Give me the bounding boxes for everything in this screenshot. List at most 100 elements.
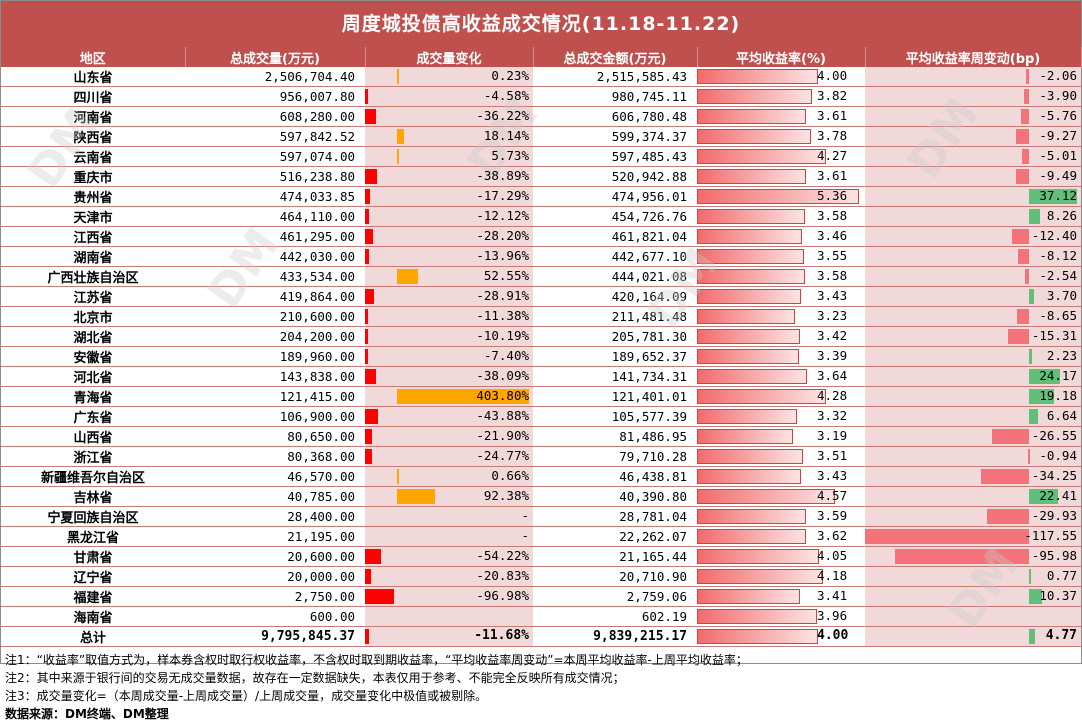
bp-bar [991, 429, 1029, 444]
bp-value: 10.37 [1039, 588, 1077, 603]
change-bar [397, 469, 399, 484]
region-cell: 湖北省 [1, 326, 185, 347]
bp-cell: 22.41 [865, 486, 1081, 507]
change-value: -38.09% [476, 368, 529, 383]
change-cell: - [365, 506, 533, 527]
yield-value: 3.41 [817, 588, 848, 603]
volume-cell: 956,007.80 [185, 86, 365, 107]
change-bar [365, 569, 372, 584]
volume-cell: 461,295.00 [185, 226, 365, 247]
yield-cell: 3.58 [697, 266, 865, 287]
amount-cell: 442,677.10 [533, 246, 697, 267]
volume-cell: 121,415.00 [185, 386, 365, 407]
volume-cell: 20,000.00 [185, 566, 365, 587]
change-bar [365, 109, 376, 124]
volume-cell: 80,368.00 [185, 446, 365, 467]
bp-cell: 4.77 [865, 626, 1081, 647]
change-bar [397, 489, 435, 504]
yield-bar [697, 489, 836, 504]
col-header-bp: 平均收益率周变动(bp) [865, 47, 1082, 67]
change-bar [365, 329, 369, 344]
region-cell: 山西省 [1, 426, 185, 447]
change-value: 403.80% [476, 388, 529, 403]
change-cell: -38.89% [365, 166, 533, 187]
change-cell: -11.68% [365, 626, 533, 647]
change-cell: 403.80% [365, 386, 533, 407]
yield-cell: 3.19 [697, 426, 865, 447]
table-row: 福建省 2,750.00 -96.98% 2,759.06 3.41 10.37 [1, 586, 1081, 607]
yield-bar [697, 129, 812, 144]
report-title: 周度城投债高收益成交情况(11.18-11.22) [1, 1, 1081, 47]
volume-cell: 419,864.00 [185, 286, 365, 307]
bp-cell: -15.31 [865, 326, 1081, 347]
bp-bar [1029, 489, 1058, 504]
bp-cell: 0.77 [865, 566, 1081, 587]
amount-cell: 21,165.44 [533, 546, 697, 567]
volume-cell: 28,400.00 [185, 506, 365, 527]
yield-value: 4.57 [817, 488, 848, 503]
total-row: 总计 9,795,845.37 -11.68% 9,839,215.17 4.00 4.7… [1, 626, 1081, 647]
amount-cell: 211,481.48 [533, 306, 697, 327]
yield-cell: 4.18 [697, 566, 865, 587]
change-value: 5.73% [491, 148, 529, 163]
bp-bar [981, 469, 1029, 484]
table-row: 湖南省 442,030.00 -13.96% 442,677.10 3.55 -8.12 [1, 246, 1081, 267]
bp-bar [1015, 169, 1029, 184]
yield-bar [697, 449, 804, 464]
yield-cell: 3.39 [697, 346, 865, 367]
table-row: 海南省 600.00 602.19 3.96 [1, 606, 1081, 627]
change-cell: -7.40% [365, 346, 533, 367]
change-cell: -4.58% [365, 86, 533, 107]
bp-cell: 2.23 [865, 346, 1081, 367]
yield-bar [697, 289, 801, 304]
region-cell: 总计 [1, 626, 185, 647]
change-cell: -28.91% [365, 286, 533, 307]
region-cell: 青海省 [1, 386, 185, 407]
amount-cell: 28,781.04 [533, 506, 697, 527]
yield-value: 3.78 [817, 128, 848, 143]
table-row: 辽宁省 20,000.00 -20.83% 20,710.90 4.18 0.77 [1, 566, 1081, 587]
bp-value: 6.64 [1046, 408, 1077, 423]
bp-value: -12.40 [1031, 228, 1077, 243]
yield-cell: 3.59 [697, 506, 865, 527]
region-cell: 重庆市 [1, 166, 185, 187]
data-source: 数据来源：DM终端、DM整理 [5, 707, 169, 721]
bp-bar [1011, 229, 1029, 244]
bp-cell: 3.70 [865, 286, 1081, 307]
yield-bar [697, 169, 807, 184]
change-cell: -24.77% [365, 446, 533, 467]
region-cell: 广西壮族自治区 [1, 266, 185, 287]
amount-cell: 81,486.95 [533, 426, 697, 447]
volume-cell: 20,600.00 [185, 546, 365, 567]
change-cell: 0.23% [365, 67, 533, 87]
yield-bar [697, 109, 807, 124]
yield-bar [697, 309, 795, 324]
bp-bar [1029, 589, 1043, 604]
change-bar [397, 149, 400, 164]
yield-cell: 3.55 [697, 246, 865, 267]
region-cell: 安徽省 [1, 346, 185, 367]
bp-bar [987, 509, 1029, 524]
bp-value: 4.77 [1045, 628, 1077, 643]
change-bar [365, 549, 382, 564]
change-bar [397, 389, 529, 404]
col-header-change: 成交量变化 [365, 47, 534, 67]
yield-bar [697, 589, 801, 604]
amount-cell: 40,390.80 [533, 486, 697, 507]
volume-cell: 597,074.00 [185, 146, 365, 167]
yield-bar [697, 69, 818, 84]
amount-cell: 520,942.88 [533, 166, 697, 187]
yield-bar [697, 469, 801, 484]
bp-value: -29.93 [1031, 508, 1077, 523]
volume-cell: 40,785.00 [185, 486, 365, 507]
bp-cell: -9.27 [865, 126, 1081, 147]
amount-cell: 22,262.07 [533, 526, 697, 547]
bp-bar [1029, 349, 1032, 364]
yield-cell: 4.00 [697, 67, 865, 87]
bp-value: -95.98 [1031, 548, 1077, 563]
yield-value: 3.58 [817, 208, 848, 223]
change-bar [365, 169, 377, 184]
change-cell: -21.90% [365, 426, 533, 447]
change-cell: 52.55% [365, 266, 533, 287]
change-bar [365, 349, 368, 364]
